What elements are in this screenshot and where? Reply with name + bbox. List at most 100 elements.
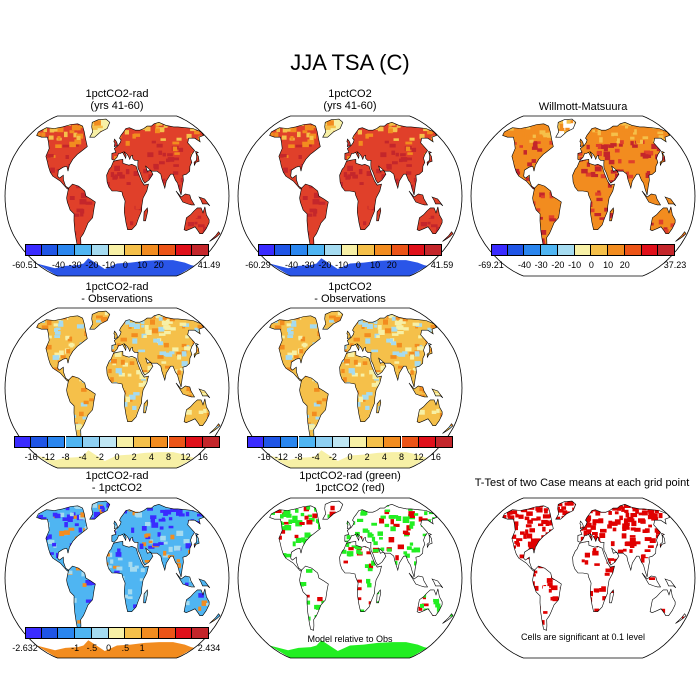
land-indonesia xyxy=(642,191,661,205)
colorbar-6-tick-label: .5 xyxy=(121,643,130,653)
colorbar-5-swatch xyxy=(367,436,385,448)
map-outline xyxy=(470,115,696,277)
colorbar-3-max-label: 37.23 xyxy=(663,260,687,270)
panel-5-title-line-1: 1pctCO2 xyxy=(328,281,372,293)
land-africa xyxy=(339,541,382,612)
colorbar-3-swatch xyxy=(491,244,508,256)
colorbar-2-tick-label: -30 xyxy=(301,260,315,270)
colorbar-5-swatch xyxy=(418,436,436,448)
colorbar-1-tick-label: -30 xyxy=(68,260,82,270)
colorbar-4-tick-label: -4 xyxy=(78,452,87,462)
map-outline xyxy=(237,115,463,277)
map-outline xyxy=(4,497,230,659)
colorbar-5-tick-label: 4 xyxy=(381,452,387,462)
colorbar-1-tick-label: 20 xyxy=(153,260,164,270)
colorbar-2-swatch xyxy=(358,244,376,256)
colorbar-1-swatch xyxy=(25,244,42,256)
colorbar-5-tick-label: -8 xyxy=(294,452,303,462)
colorbar-2-tick-label: 0 xyxy=(355,260,361,270)
colorbar-2-tick-label: 20 xyxy=(386,260,397,270)
colorbar-2-tick-label: -40 xyxy=(284,260,298,270)
land-antarctica xyxy=(269,258,428,276)
colorbar-4-swatch xyxy=(185,436,203,448)
map-panel-8 xyxy=(470,497,696,659)
colorbar-1-swatch xyxy=(58,244,76,256)
panel-title-7: 1pctCO2-rad (green) 1pctCO2 (red) xyxy=(250,470,450,494)
colorbar-3-swatch xyxy=(507,244,525,256)
land-australia xyxy=(650,588,676,616)
land-madagascar xyxy=(143,207,148,221)
colorbar-2-swatch xyxy=(324,244,342,256)
colorbar-3-swatch xyxy=(624,244,642,256)
colorbar-6-swatch xyxy=(25,627,42,639)
colorbar-3-min-label: -69.21 xyxy=(478,260,504,270)
colorbar-2-swatch xyxy=(408,244,426,256)
colorbar-5-tick-label: -2 xyxy=(328,452,337,462)
land-australia xyxy=(184,398,210,426)
land-antarctica xyxy=(36,450,195,468)
colorbar-3-swatch xyxy=(541,244,558,256)
colorbar-3-tick-label: -20 xyxy=(551,260,565,270)
colorbar-4: -16 -12 -8 -4 -2 0 2 4 8 12 16 xyxy=(14,436,220,462)
colorbar-2: -60.29 41.59 -40 -30 -20 -10 0 10 20 xyxy=(245,244,453,270)
colorbar-5-tick-label: 0 xyxy=(347,452,353,462)
colorbar-4-swatch xyxy=(117,436,135,448)
colorbar-4-swatch xyxy=(202,436,220,448)
colorbar-1-swatch xyxy=(125,244,143,256)
colorbar-6-swatch xyxy=(125,627,143,639)
land-indonesia xyxy=(176,383,195,397)
panel-title-2: 1pctCO2 (yrs 41-60) xyxy=(250,88,450,112)
colorbar-3-swatch xyxy=(574,244,592,256)
land-antarctica xyxy=(269,450,428,468)
panel-2-title-line-1: 1pctCO2 xyxy=(328,88,372,100)
colorbar-5-tick-label: 8 xyxy=(398,452,405,462)
map-outline xyxy=(237,307,463,469)
panel-7-title-line-1: 1pctCO2-rad (green) xyxy=(299,470,401,482)
land-namerica xyxy=(36,315,88,382)
colorbar-3-tick-label: -30 xyxy=(534,260,548,270)
panel-2-title-line-2: (yrs 41-60) xyxy=(323,100,377,112)
colorbar-4-swatch xyxy=(134,436,152,448)
colorbar-3-swatch xyxy=(641,244,659,256)
panel-title-8: T-Test of two Case means at each grid po… xyxy=(462,477,700,489)
colorbar-5-swatch xyxy=(281,436,299,448)
panel-1-title-line-1: 1pctCO2-rad xyxy=(85,88,149,100)
colorbar-4-tick-label: 16 xyxy=(197,452,208,462)
panel-4-title-line-1: 1pctCO2-rad xyxy=(85,281,149,293)
colorbar-4-swatch xyxy=(31,436,49,448)
colorbar-4-swatch xyxy=(14,436,32,448)
colorbar-2-swatch xyxy=(258,244,275,256)
land-antarctica xyxy=(502,640,661,658)
colorbar-5-swatch xyxy=(298,436,316,448)
colorbar-6-swatch xyxy=(75,627,92,639)
land-namerica xyxy=(269,315,321,382)
map-panel-7 xyxy=(237,497,463,659)
colorbar-4-tick-label: 4 xyxy=(148,452,154,462)
land-indonesia xyxy=(176,573,195,587)
map-panel-6 xyxy=(4,497,230,659)
colorbar-6-tick-label: 0 xyxy=(106,643,112,653)
map-outline xyxy=(4,307,230,469)
colorbar-1: -60.51 41.49 -40 -30 -20 -10 0 10 20 xyxy=(12,244,220,270)
map-panel-4 xyxy=(4,307,230,469)
panel-title-4: 1pctCO2-rad - Observations xyxy=(17,281,217,305)
colorbar-5-tick-label: -4 xyxy=(311,452,320,462)
colorbar-2-max-label: 41.59 xyxy=(430,260,454,270)
colorbar-3-tick-label: -40 xyxy=(517,260,531,270)
colorbar-3: -69.21 37.23 -40 -30 -20 -10 0 10 20 xyxy=(478,244,686,270)
colorbar-5-swatch xyxy=(401,436,419,448)
map-panel-5 xyxy=(237,307,463,469)
colorbar-4-swatch xyxy=(48,436,66,448)
colorbar-3-tick-label: -10 xyxy=(568,260,582,270)
colorbar-2-tick-label: -20 xyxy=(318,260,332,270)
colorbar-6-tick-label: 1 xyxy=(139,643,145,653)
colorbar-6-swatch xyxy=(41,627,59,639)
colorbar-1-min-label: -60.51 xyxy=(12,260,38,270)
land-antarctica xyxy=(269,640,428,658)
map-panel-3 xyxy=(470,115,696,277)
colorbar-4-tick-label: 0 xyxy=(114,452,120,462)
colorbar-1-swatch xyxy=(175,244,193,256)
land-antarctica xyxy=(36,258,195,276)
map-panel-1 xyxy=(4,115,230,277)
colorbar-2-tick-label: -10 xyxy=(335,260,349,270)
